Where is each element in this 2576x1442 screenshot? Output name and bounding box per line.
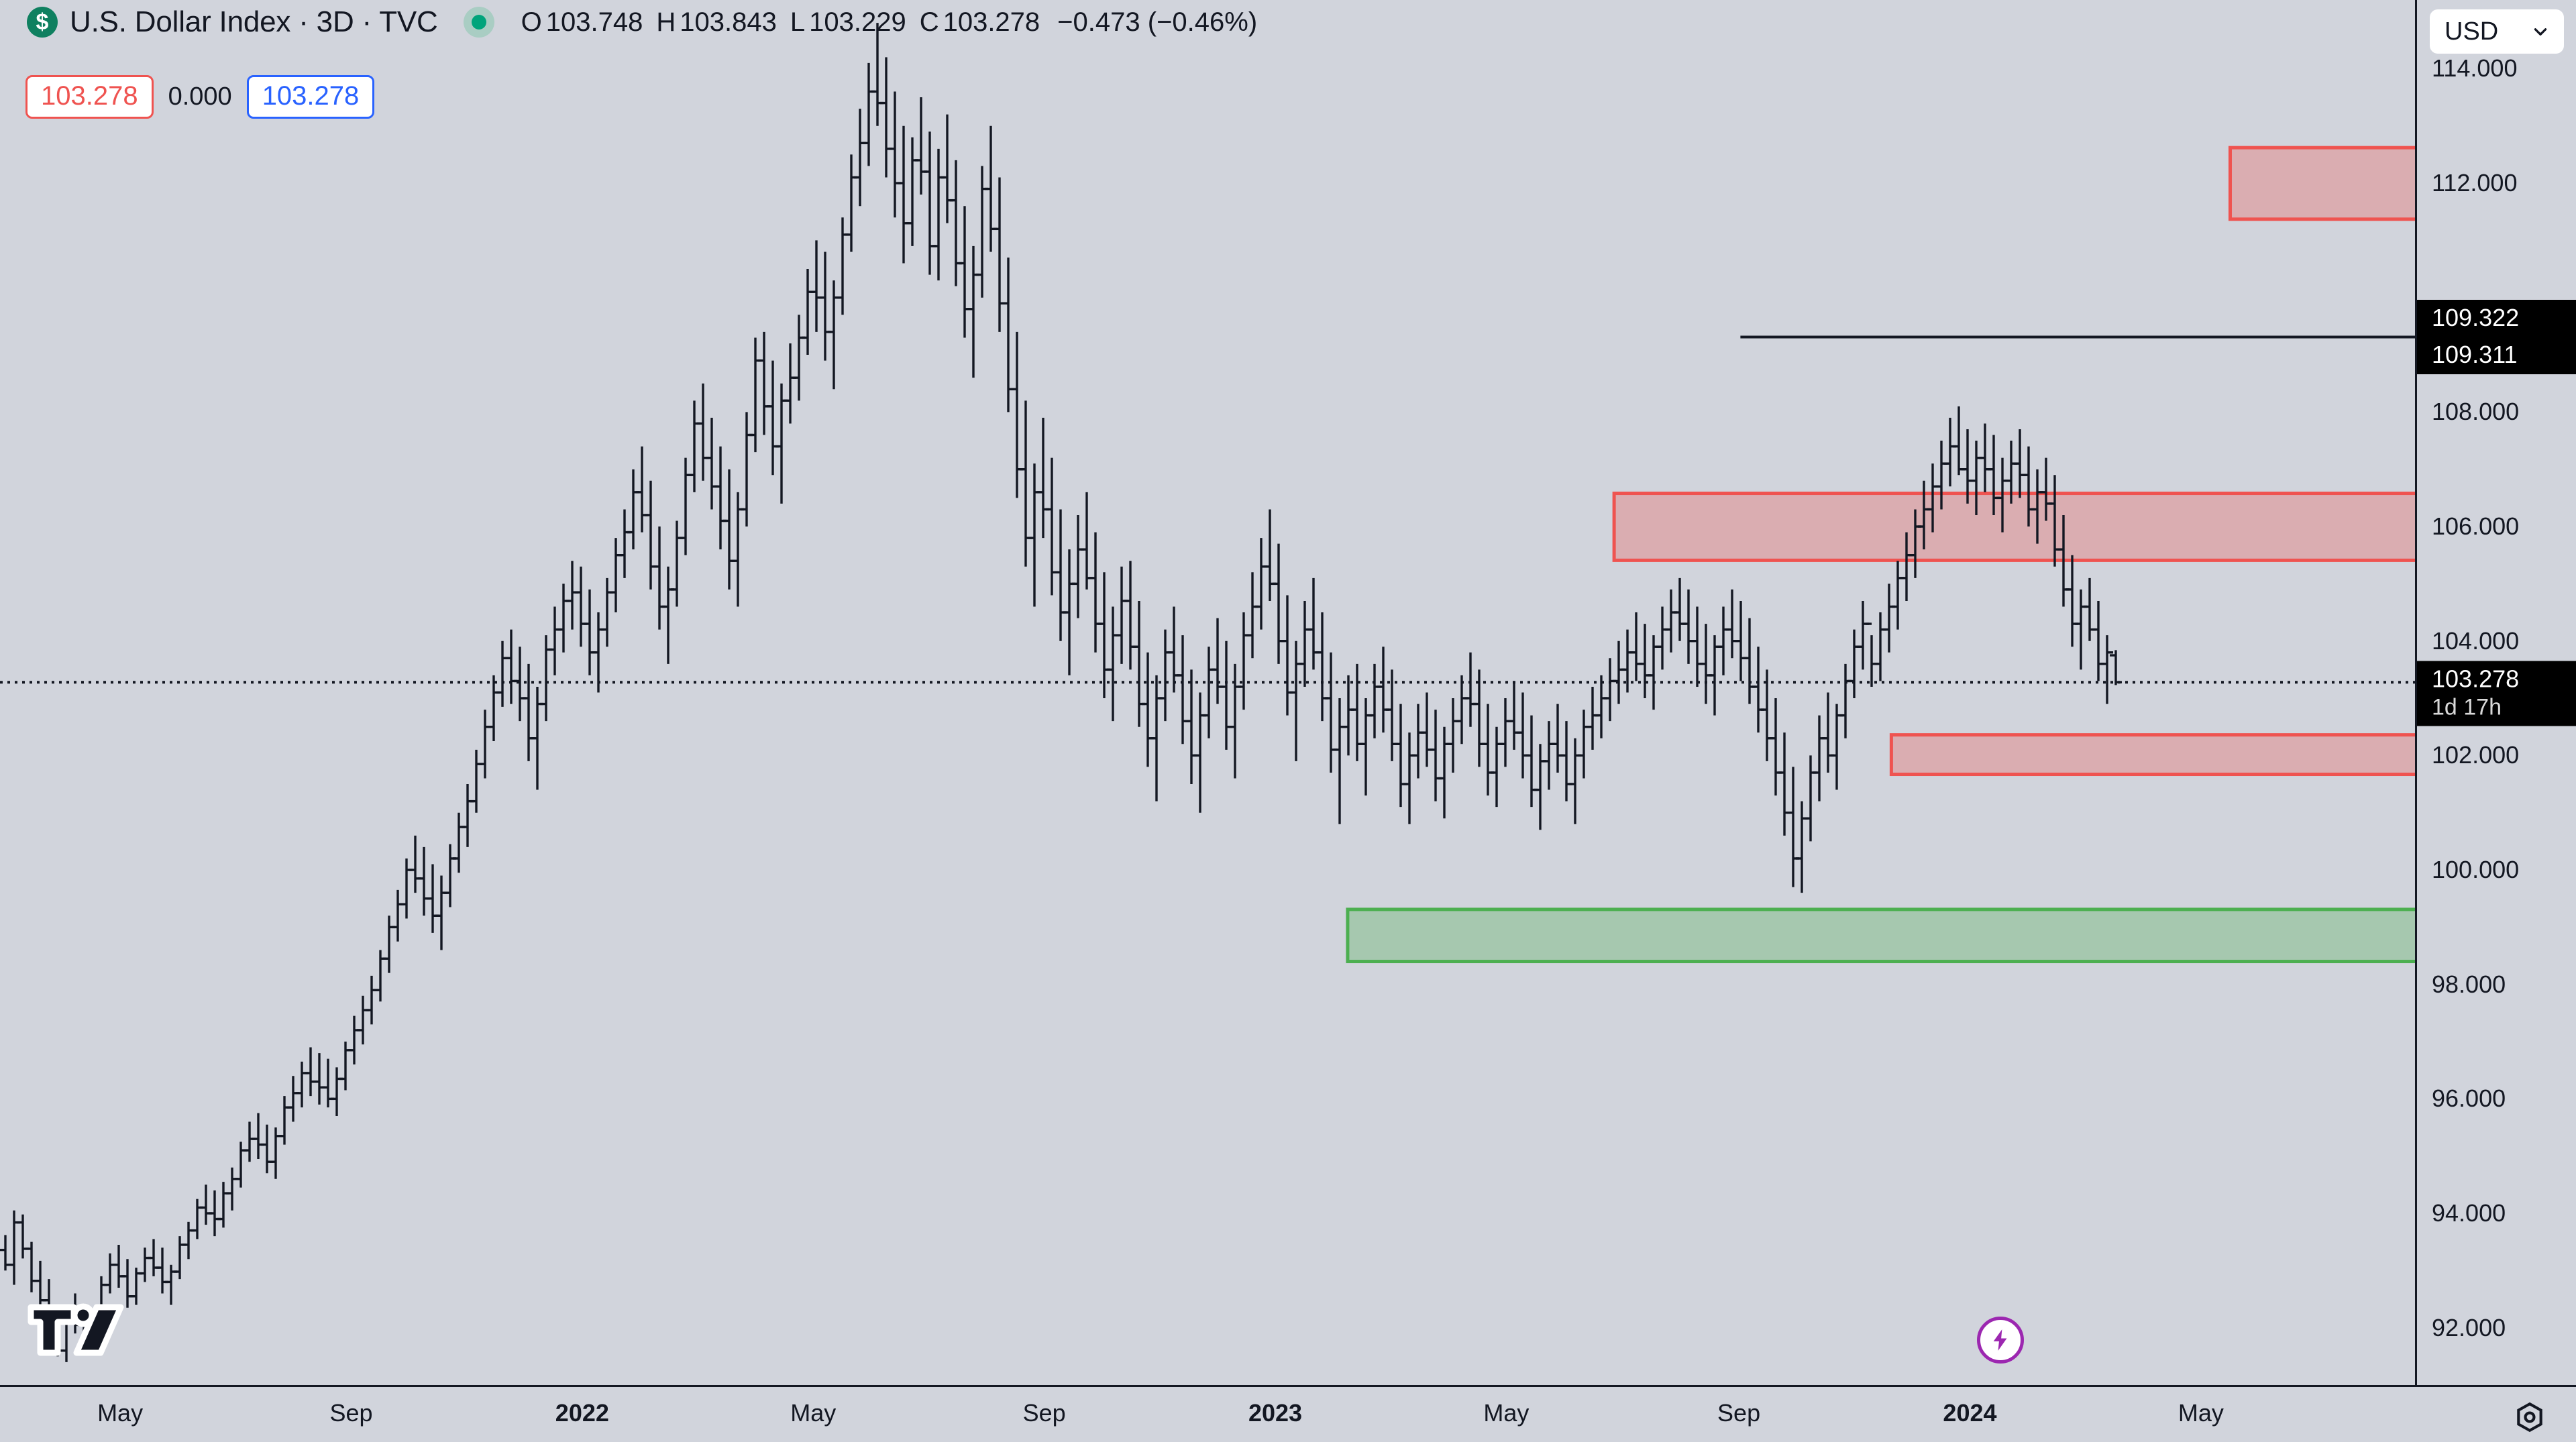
ohlc-low-value: 103.229 [809,7,906,37]
price-level-tag[interactable]: 109.322 [2417,299,2576,337]
time-tick-label: May [1483,1399,1529,1427]
price-tick-label: 98.000 [2432,970,2506,998]
time-tick-label: Sep [1022,1399,1066,1427]
supply-zone-upper[interactable] [2228,146,2415,221]
ohlc-high-key: H [656,7,676,37]
ask-price[interactable]: 103.278 [246,75,375,119]
demand-zone[interactable] [1346,907,2415,964]
time-tick-label: 2024 [1943,1399,1997,1427]
ohlc-open-value: 103.748 [545,7,643,37]
supply-zone-mid[interactable] [1612,492,2415,562]
currency-selector[interactable]: USD [2430,9,2564,54]
ohlc-open-key: O [521,7,542,37]
time-tick-label: Sep [329,1399,373,1427]
price-axis[interactable]: 114.000 112.000 108.000 106.000 104.000 102.0… [2415,0,2576,1385]
tradingview-logo [28,1303,124,1356]
spread-value: 0.000 [168,82,232,111]
ohlc-values: O 103.748 H 103.843 L 103.229 C 103.278 … [521,7,1258,38]
price-tick-label: 102.000 [2432,741,2520,769]
time-tick-label: Sep [1717,1399,1761,1427]
current-price-tag[interactable]: 103.278 1d 17h [2417,661,2576,726]
price-tag-value: 103.278 [2432,665,2520,693]
quote-row: 103.278 0.000 103.278 [25,75,375,119]
lightning-bolt-icon [1993,1329,2007,1351]
chart-legend[interactable]: $ U.S. Dollar Index · 3D · TVC O 103.748… [27,5,1257,39]
chart-settings-icon[interactable] [2513,1400,2546,1434]
symbol-title[interactable]: U.S. Dollar Index · 3D · TVC [70,5,438,38]
dollar-icon: $ [27,7,58,38]
currency-label: USD [2445,17,2499,46]
price-tick-label: 104.000 [2432,626,2520,655]
price-tag-value: 109.311 [2432,340,2518,368]
supply-zone-lower[interactable] [1889,733,2415,777]
price-tick-label: 94.000 [2432,1199,2506,1227]
price-tick-label: 106.000 [2432,512,2520,541]
price-tick-label: 114.000 [2432,54,2518,82]
time-tick-label: 2023 [1248,1399,1303,1427]
price-tick-label: 108.000 [2432,398,2520,426]
price-chart [0,23,2415,1362]
time-tick-label: 2022 [555,1399,609,1427]
time-tick-label: May [2178,1399,2224,1427]
price-tick-label: 96.000 [2432,1085,2506,1113]
chart-pane[interactable] [0,0,2415,1385]
ohlc-bars [0,23,2122,1362]
time-tick-label: May [790,1399,837,1427]
price-tag-value: 109.322 [2432,303,2520,331]
price-tick-label: 100.000 [2432,856,2520,884]
time-tick-label: May [97,1399,144,1427]
time-axis[interactable]: May Sep 2022 May Sep 2023 May Sep 2024 May [0,1385,2576,1442]
bar-countdown: 1d 17h [2432,694,2502,720]
price-tick-label: 112.000 [2432,169,2518,197]
ohlc-close-value: 103.278 [943,7,1040,37]
ohlc-high-value: 103.843 [680,7,777,37]
bid-price[interactable]: 103.278 [25,75,154,119]
market-open-dot-icon[interactable] [463,7,494,38]
ohlc-low-key: L [790,7,806,37]
chevron-down-icon [2534,28,2547,36]
ohlc-change: −0.473 (−0.46%) [1057,7,1258,37]
ohlc-close-key: C [919,7,939,37]
economic-event-marker[interactable] [1977,1317,2024,1364]
price-level-tag[interactable]: 109.311 [2417,336,2576,374]
price-tick-label: 92.000 [2432,1313,2506,1341]
